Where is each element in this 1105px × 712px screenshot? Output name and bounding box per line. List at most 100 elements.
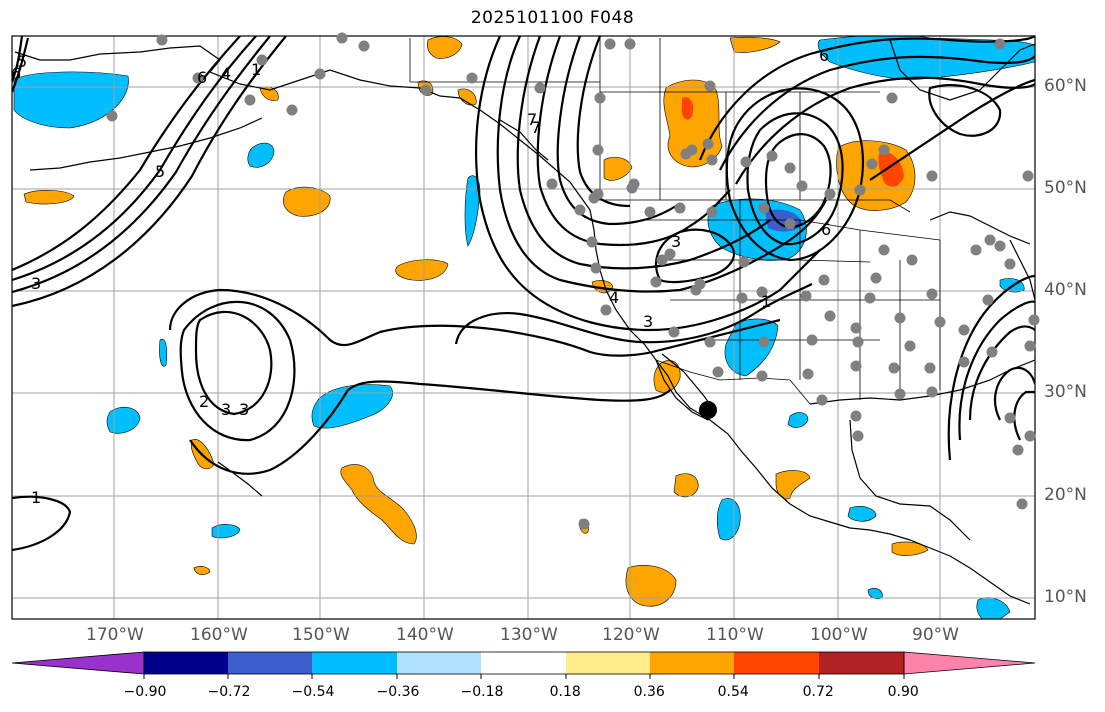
station-dot [1012,444,1024,456]
contour-label: 5 [155,162,166,181]
contour-line [12,36,241,272]
longitude-label: 120°W [602,625,660,645]
low-contour [194,310,273,416]
station-dot [824,310,836,322]
station-dot [894,312,906,324]
station-dot [926,288,938,300]
latitude-label: 30°N [1044,382,1087,402]
contour-label: 7 [527,110,538,129]
station-dot [802,368,814,380]
contour-line [454,283,813,345]
station-dot [156,34,168,46]
station-dot [934,316,946,328]
blue-anomaly [159,338,168,367]
station-dot [864,292,876,304]
contour-line [168,288,781,357]
station-dot [702,138,714,150]
station-dot [906,254,918,266]
station-dot [244,94,256,106]
station-dot [756,370,768,382]
station-dot [824,188,836,200]
orange-anomaly [729,36,781,53]
station-dot [674,202,686,214]
station-dot [420,84,432,96]
hawaii-islands [217,461,263,497]
station-dot [878,144,890,156]
coastlines [14,39,1035,605]
contour-line [928,84,1002,137]
station-dot [958,356,970,368]
latitude-label: 20°N [1044,485,1087,505]
orange-anomaly [426,36,463,59]
contour-label: 1 [251,60,262,79]
colorbar-tick-label: −0.72 [207,684,251,700]
blue-anomaly [716,498,741,541]
longitude-label: 160°W [190,625,248,645]
orange-anomaly [603,156,633,181]
contour-line [189,380,671,475]
colorbar-segment [228,652,312,674]
station-dot [586,236,598,248]
blue-anomaly [211,524,241,539]
colorbar-tick-label: 0.90 [887,684,919,700]
east-coast-low [968,325,1035,421]
british-columbia-islands [499,119,549,161]
us-west-coast [555,169,1031,605]
alaska-coast [14,45,557,171]
station-dot [816,394,828,406]
contour-label: 4 [221,64,232,83]
station-dot [466,72,478,84]
low-contour [179,300,296,442]
contour-label: 1 [761,292,772,311]
longitude-label: 170°W [86,625,144,645]
station-dot [628,178,640,190]
contour-line [12,495,72,552]
colorbar-tick-label: 0.54 [717,684,749,700]
map-title: 2025101100 F048 [470,8,635,28]
contour-line [576,36,631,208]
orange-anomaly [23,190,75,205]
station-dot [534,82,546,94]
station-dot [592,188,604,200]
station-dot [1016,498,1028,510]
colorbar-tick-label: −0.36 [376,684,420,700]
east-coast-low [947,274,1035,461]
station-dot [604,38,616,50]
longitude-label: 90°W [912,625,959,645]
blue-anomaly [13,71,129,129]
station-dot [736,292,748,304]
station-dot [766,150,778,162]
contour-line [12,36,24,83]
contour-label: 5 [17,52,28,71]
station-dot [314,68,326,80]
orange-anomaly [625,565,677,607]
blue-anomaly [106,406,141,434]
station-dot [578,518,590,530]
ridge-contour [655,228,735,284]
east-coast-low [1013,390,1035,441]
province-borders [410,38,880,200]
station-dot [758,336,770,348]
contour-label: 3 [671,232,682,251]
station-dot [592,144,604,156]
station-dot [758,202,770,214]
station-dot [800,290,812,302]
station-dot [984,234,996,246]
station-dot [738,256,750,268]
station-dot [970,244,982,256]
station-dot [982,294,994,306]
station-dot [1028,314,1040,326]
colorbar-segment [397,652,481,674]
station-dot [994,38,1006,50]
colorbar-segment [144,652,228,674]
contour-line [719,55,1035,171]
longitude-label: 110°W [706,625,764,645]
blue-anomaly [847,506,877,522]
station-dot [594,92,606,104]
orange-anomaly [891,541,929,556]
colorbar-segment [650,652,734,674]
station-dot [600,304,612,316]
contour-label: 6 [197,68,208,87]
station-dot [286,104,298,116]
